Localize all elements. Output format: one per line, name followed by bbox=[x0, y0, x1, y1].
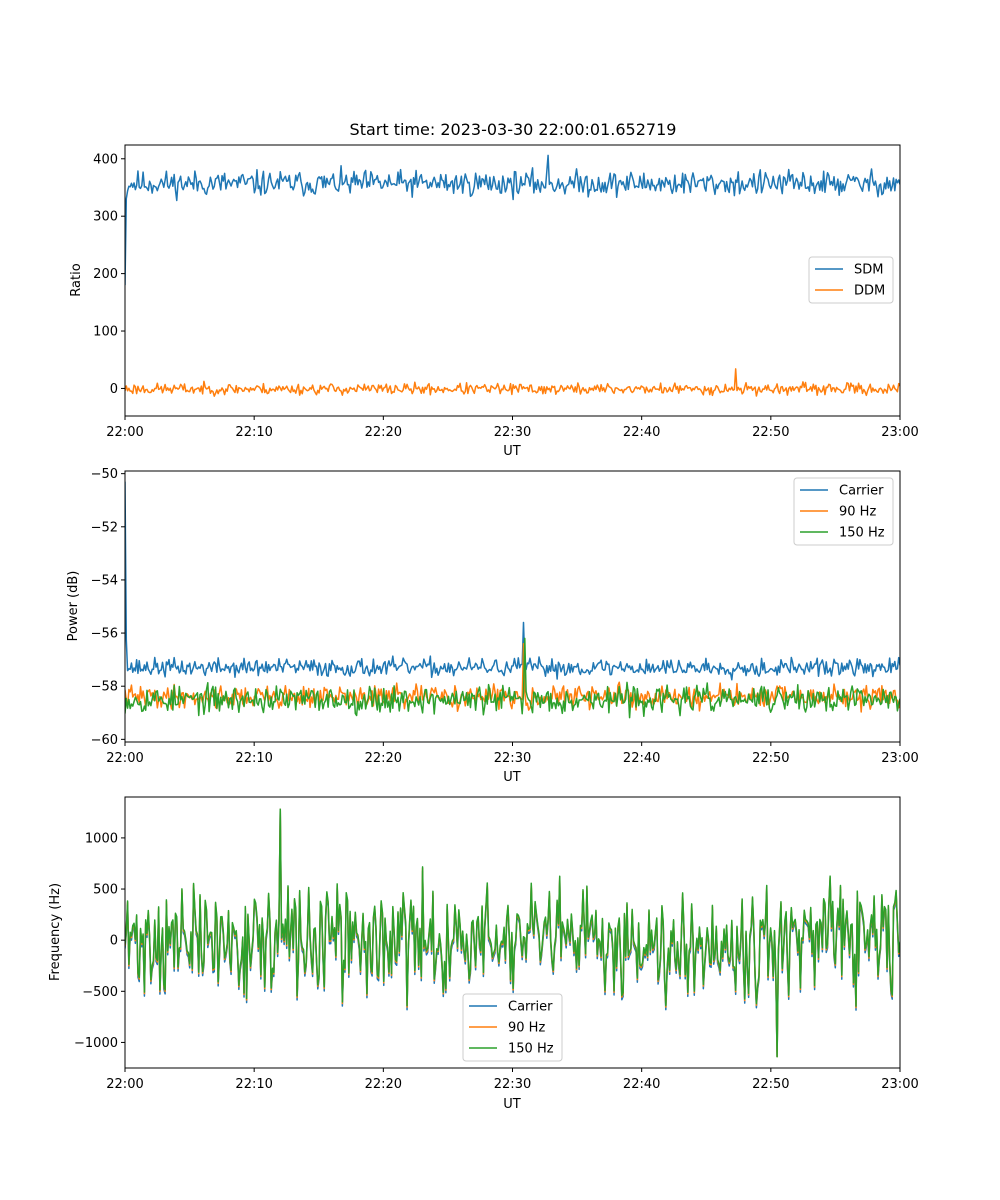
legend-entry: DDM bbox=[854, 284, 885, 299]
y-tick-label: 1000 bbox=[85, 831, 118, 846]
series-line-90-hz bbox=[125, 642, 900, 713]
plot-area bbox=[125, 808, 900, 1058]
y-tick-label: 300 bbox=[93, 210, 118, 225]
x-tick-label: 22:10 bbox=[235, 1077, 272, 1092]
x-tick-label: 23:00 bbox=[881, 751, 918, 766]
x-tick-label: 22:20 bbox=[365, 1077, 402, 1092]
x-tick-label: 22:40 bbox=[623, 425, 660, 440]
y-tick-label: −60 bbox=[91, 733, 118, 748]
y-tick-label: 100 bbox=[93, 325, 118, 340]
x-axis-label: UT bbox=[503, 444, 521, 459]
y-axis-label: Power (dB) bbox=[66, 571, 81, 642]
x-tick-label: 22:30 bbox=[494, 751, 531, 766]
series-line-150-hz bbox=[125, 808, 900, 1058]
legend-entry: 150 Hz bbox=[508, 1042, 554, 1057]
x-axis-label: UT bbox=[503, 1097, 521, 1112]
x-tick-label: 22:50 bbox=[752, 751, 789, 766]
x-tick-label: 22:00 bbox=[106, 1077, 143, 1092]
ratio-panel: Start time: 2023-03-30 22:00:01.652719 U… bbox=[69, 120, 919, 459]
y-axis-label: Ratio bbox=[69, 263, 84, 296]
x-tick-label: 22:40 bbox=[623, 751, 660, 766]
y-tick-label: 0 bbox=[110, 382, 118, 397]
y-tick-label: −52 bbox=[91, 520, 118, 535]
y-tick-label: −500 bbox=[82, 985, 118, 1000]
x-tick-label: 22:20 bbox=[365, 425, 402, 440]
x-tick-label: 22:40 bbox=[623, 1077, 660, 1092]
power-panel: UT Power (dB) 22:00 22:10 22:20 22:30 22:40 2… bbox=[66, 467, 919, 785]
y-tick-label: 500 bbox=[93, 883, 118, 898]
plot-area bbox=[125, 154, 900, 397]
series-line-ddm bbox=[125, 368, 900, 397]
legend: Carrier 90 Hz 150 Hz bbox=[793, 477, 894, 546]
legend-entry: 90 Hz bbox=[839, 505, 876, 520]
y-tick-label: 400 bbox=[93, 152, 118, 167]
legend-entry: SDM bbox=[854, 263, 883, 278]
series-line-carrier bbox=[125, 481, 900, 681]
series-line-sdm bbox=[125, 154, 900, 286]
y-tick-label: −54 bbox=[91, 573, 118, 588]
frequency-panel: UT Frequency (Hz) 22:00 22:10 22:20 22:30 22… bbox=[48, 796, 919, 1112]
x-tick-label: 23:00 bbox=[881, 425, 918, 440]
series-line-150-hz bbox=[125, 637, 900, 719]
x-tick-label: 22:30 bbox=[494, 1077, 531, 1092]
x-tick-label: 22:00 bbox=[106, 425, 143, 440]
legend-box bbox=[793, 477, 894, 546]
legend-box bbox=[462, 993, 563, 1062]
x-tick-label: 22:30 bbox=[494, 425, 531, 440]
x-tick-label: 23:00 bbox=[881, 1077, 918, 1092]
x-tick-label: 22:20 bbox=[365, 751, 402, 766]
y-tick-label: −58 bbox=[91, 680, 118, 695]
y-tick-label: −56 bbox=[91, 627, 118, 642]
y-tick-label: −50 bbox=[91, 467, 118, 482]
x-tick-label: 22:10 bbox=[235, 425, 272, 440]
x-tick-label: 22:10 bbox=[235, 751, 272, 766]
legend-entry: 150 Hz bbox=[839, 526, 885, 541]
x-tick-label: 22:50 bbox=[752, 1077, 789, 1092]
legend-entry: Carrier bbox=[839, 484, 884, 499]
y-tick-label: 0 bbox=[110, 934, 118, 949]
x-axis-label: UT bbox=[503, 770, 521, 785]
legend: SDM DDM bbox=[808, 256, 894, 304]
y-tick-label: −1000 bbox=[74, 1036, 118, 1051]
legend-entry: 90 Hz bbox=[508, 1021, 545, 1036]
x-tick-label: 22:50 bbox=[752, 425, 789, 440]
legend-entry: Carrier bbox=[508, 1000, 553, 1015]
legend: Carrier 90 Hz 150 Hz bbox=[462, 993, 563, 1062]
plot-area bbox=[125, 481, 900, 719]
chart-title: Start time: 2023-03-30 22:00:01.652719 bbox=[350, 120, 677, 139]
y-axis-label: Frequency (Hz) bbox=[48, 883, 63, 981]
y-tick-label: 200 bbox=[93, 267, 118, 282]
x-tick-label: 22:00 bbox=[106, 751, 143, 766]
